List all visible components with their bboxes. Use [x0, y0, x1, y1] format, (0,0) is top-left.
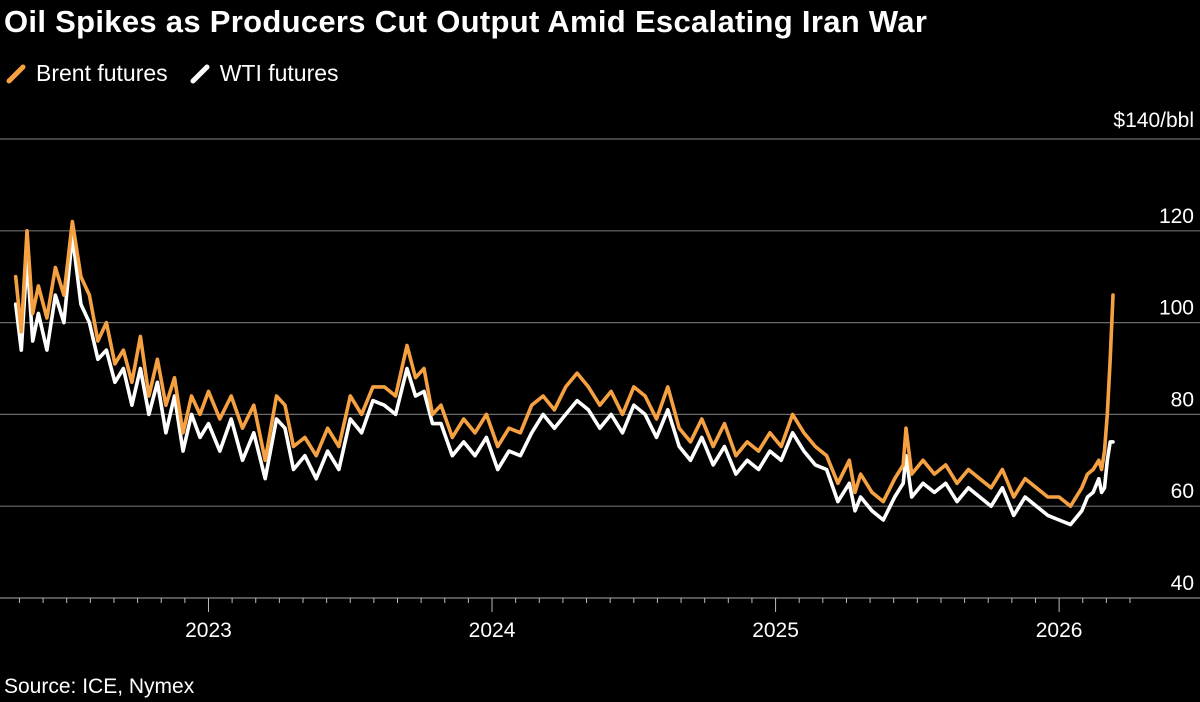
legend: Brent futures WTI futures	[6, 60, 339, 87]
y-tick-label-60: 60	[1171, 480, 1194, 503]
legend-label-wti: WTI futures	[219, 60, 339, 86]
y-tick-label-140: $140/bbl	[1113, 109, 1194, 132]
series-line-wti	[13, 233, 1115, 527]
y-tick-label-80: 80	[1171, 388, 1194, 411]
chart-title: Oil Spikes as Producers Cut Output Amid …	[4, 4, 928, 39]
y-tick-label-120: 120	[1159, 205, 1194, 228]
x-tick-label-2023: 2023	[185, 619, 232, 642]
x-tick-label-2026: 2026	[1036, 619, 1083, 642]
y-tick-label-100: 100	[1159, 297, 1194, 320]
x-tick-label-2025: 2025	[752, 619, 799, 642]
legend-item-brent: Brent futures	[6, 60, 168, 87]
legend-label-brent: Brent futures	[36, 60, 168, 86]
legend-item-wti: WTI futures	[190, 60, 339, 87]
y-tick-label-40: 40	[1171, 572, 1194, 595]
source-note: Source: ICE, Nymex	[4, 675, 195, 698]
legend-swatch-wti-icon	[190, 64, 210, 83]
x-tick-label-2024: 2024	[469, 619, 516, 642]
series-line-brent	[13, 219, 1115, 509]
legend-swatch-brent-icon	[6, 64, 26, 83]
